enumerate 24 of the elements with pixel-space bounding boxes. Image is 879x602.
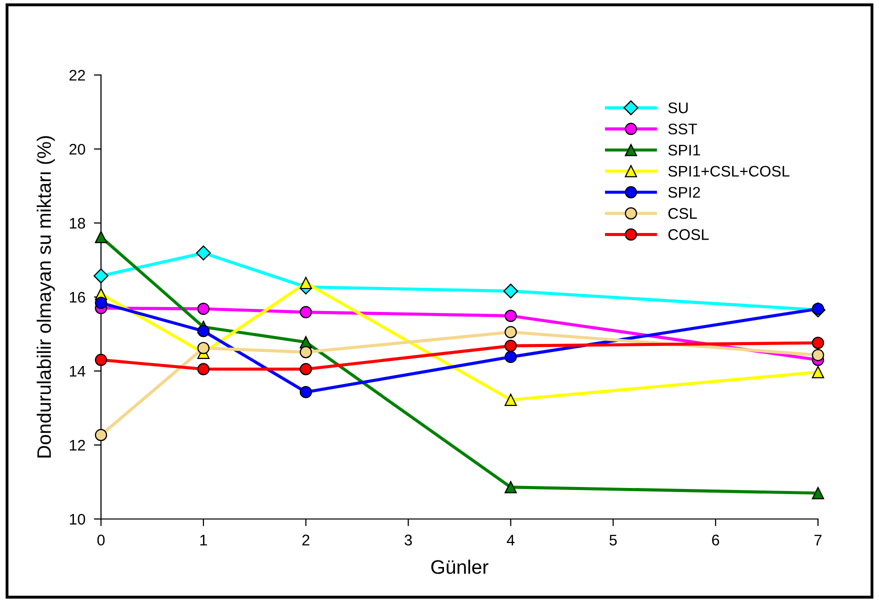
legend-label: SPI1 bbox=[668, 144, 700, 156]
x-tick-label: 2 bbox=[302, 534, 310, 546]
legend-label: COSL bbox=[668, 229, 709, 240]
legend-label: SST bbox=[668, 124, 697, 134]
x-tick-label: 6 bbox=[712, 534, 720, 546]
y-tick-label: 18 bbox=[70, 218, 86, 229]
y-tick-label: 10 bbox=[70, 514, 86, 525]
y-tick-label: 14 bbox=[70, 366, 86, 377]
x-tick-label: 7 bbox=[814, 534, 822, 546]
x-tick-label: 0 bbox=[97, 534, 105, 546]
x-tick-label: 5 bbox=[610, 534, 617, 546]
legend-label: SPI1+CSL+COSL bbox=[668, 166, 790, 177]
x-tick-label: 4 bbox=[506, 534, 515, 546]
y-tick-label: 22 bbox=[70, 70, 85, 81]
y-tick-label: 20 bbox=[70, 144, 86, 155]
y-tick-label: 16 bbox=[70, 292, 86, 303]
legend-label: SPI2 bbox=[668, 186, 700, 198]
legend-label: SU bbox=[668, 102, 688, 114]
legend-label: CSL bbox=[668, 208, 697, 219]
x-tick-label: 3 bbox=[404, 534, 412, 546]
y-axis-title: Dondurulabilir olmayan su miktarı (%) bbox=[36, 136, 55, 458]
y-tick-label: 12 bbox=[70, 440, 85, 451]
x-axis-title: Günler bbox=[431, 560, 488, 574]
x-tick-label: 1 bbox=[200, 534, 207, 546]
